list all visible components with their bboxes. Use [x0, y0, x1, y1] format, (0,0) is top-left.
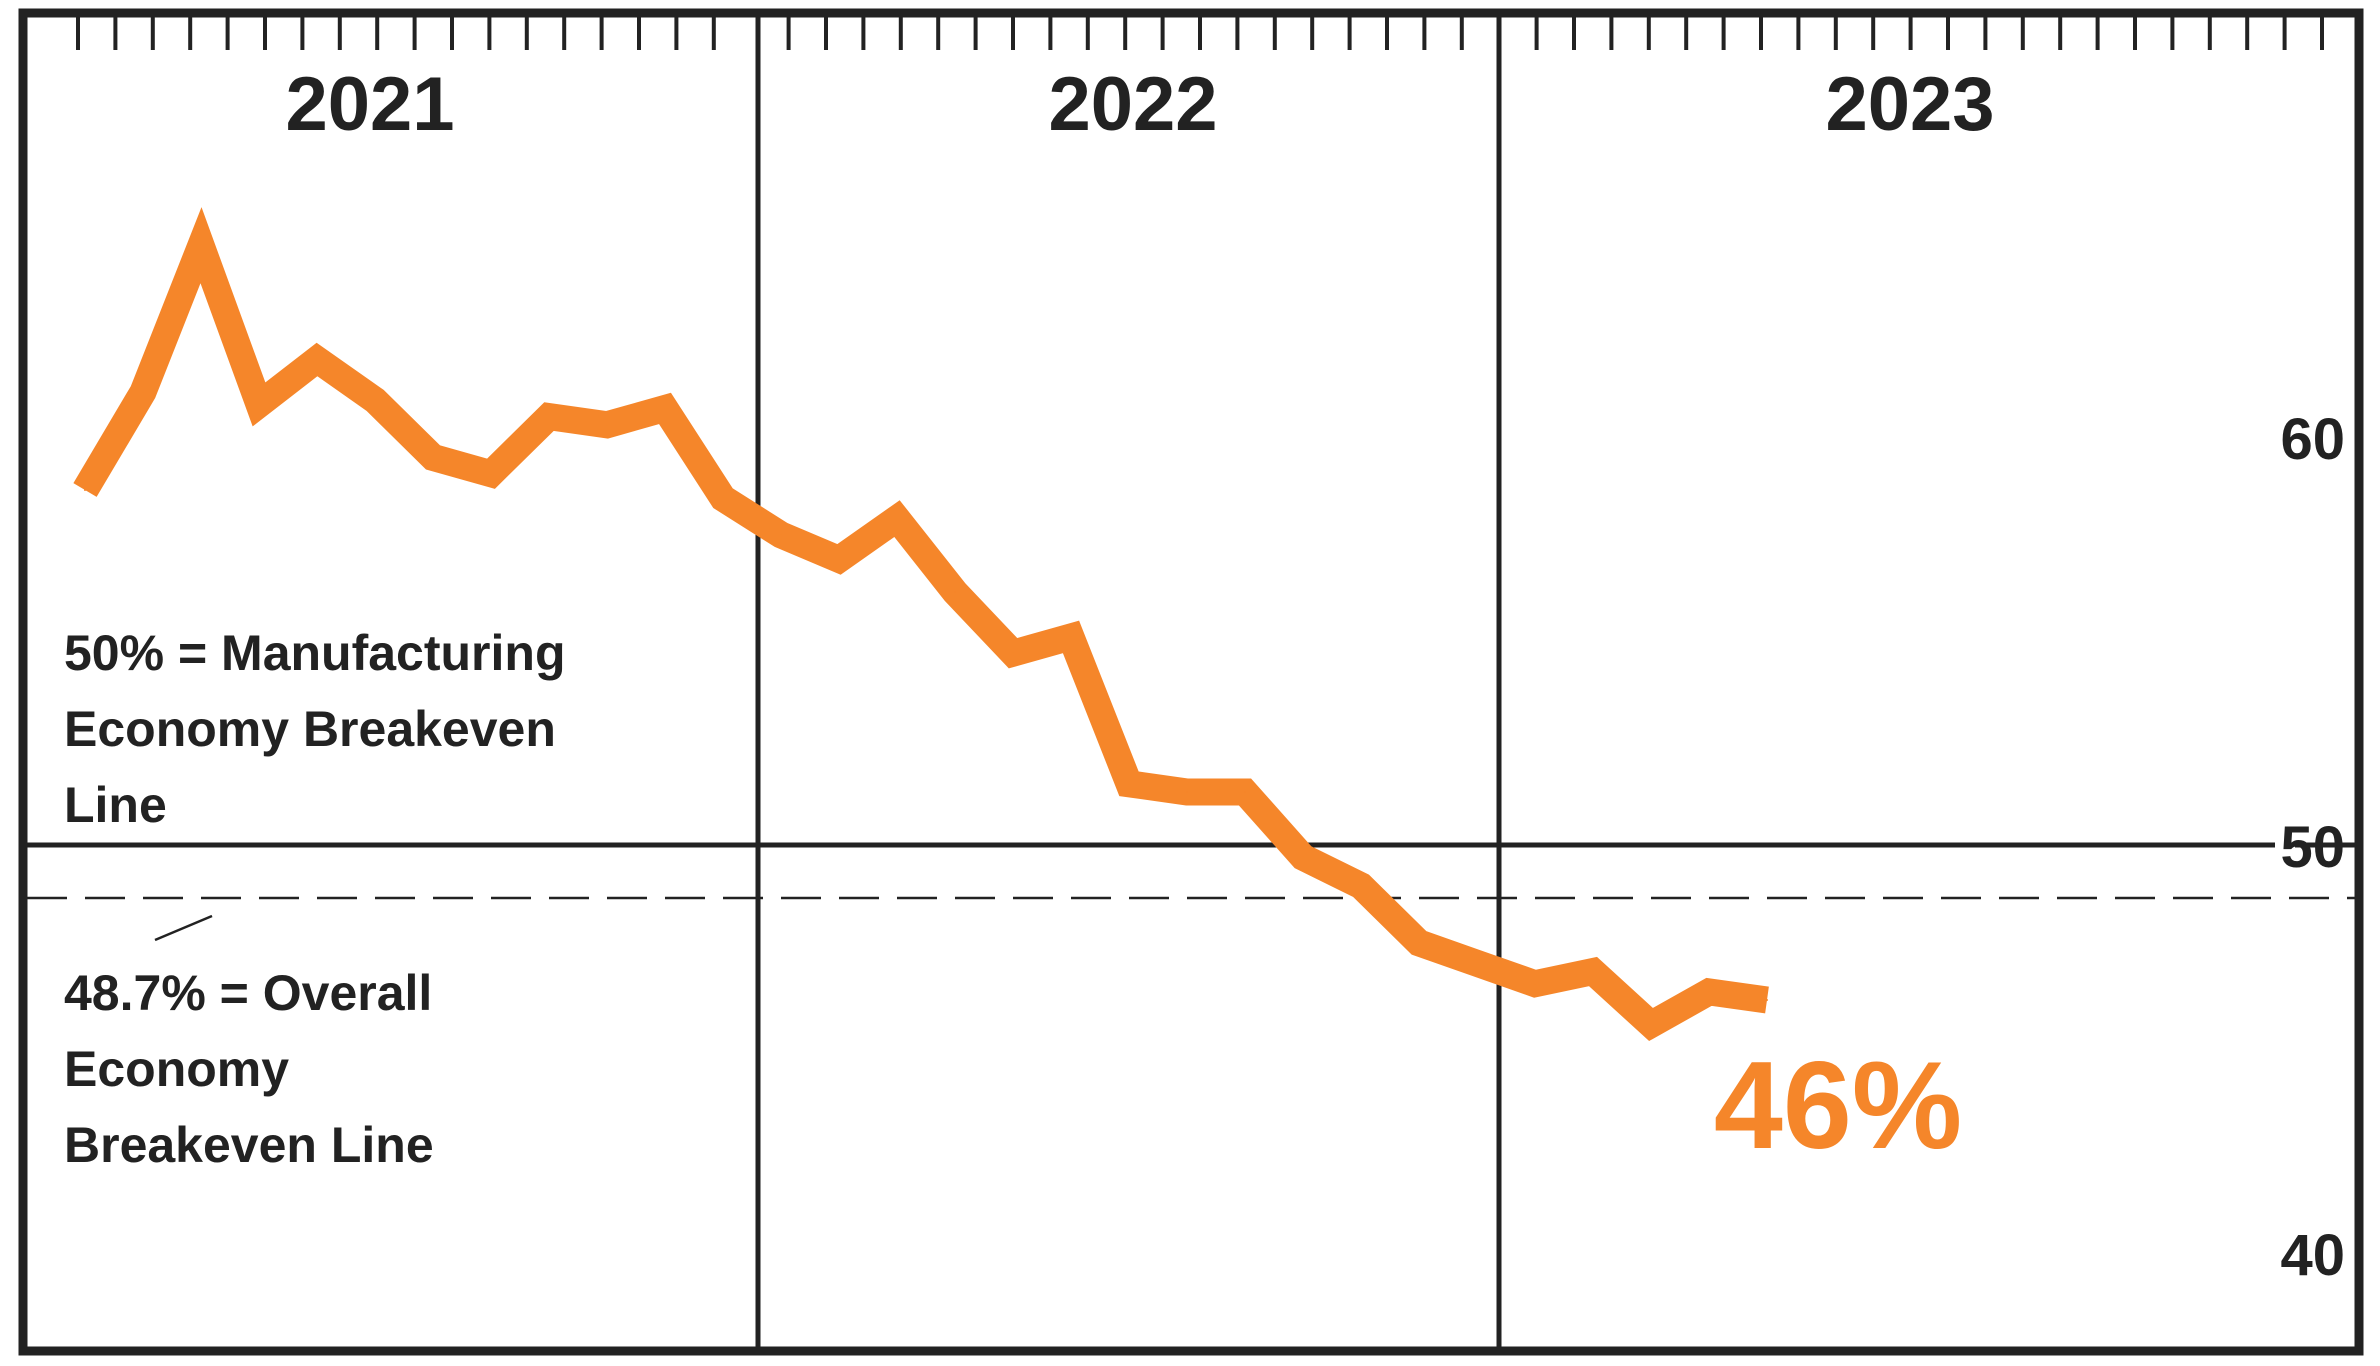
- data-point: [606, 423, 608, 426]
- data-point: [780, 533, 782, 536]
- data-point: [1128, 782, 1130, 785]
- data-point: [838, 558, 840, 561]
- data-point: [1592, 970, 1594, 973]
- data-point: [142, 391, 144, 394]
- data-point: [1534, 982, 1536, 985]
- data-point: [1766, 999, 1768, 1001]
- manufacturing-note-line-1: 50% = Manufacturing: [64, 625, 566, 681]
- year-label-2023: 2023: [1825, 62, 1994, 147]
- data-point: [1302, 856, 1304, 859]
- data-point: [1418, 941, 1420, 944]
- overall-breakeven-note: 48.7% = Overall Economy Breakeven Line: [64, 965, 446, 1173]
- plot-frame: [18, 8, 2364, 1356]
- y-axis-ticks: 60 50 40: [2280, 407, 2345, 1288]
- y-tick-label: 50: [2280, 815, 2345, 880]
- data-point: [258, 403, 260, 406]
- data-point: [954, 591, 956, 593]
- manufacturing-breakeven-note: 50% = Manufacturing Economy Breakeven Li…: [64, 625, 579, 833]
- overall-note-line-2: Economy: [64, 1041, 289, 1097]
- data-point: [1244, 791, 1246, 793]
- series-line: [73, 207, 1769, 1042]
- breakeven-lines: [27, 842, 2355, 900]
- data-point: [1650, 1023, 1652, 1026]
- data-point: [432, 456, 434, 459]
- overall-note-line-3: Breakeven Line: [64, 1117, 434, 1173]
- data-point: [1476, 962, 1478, 965]
- overall-note-leader: [154, 914, 213, 942]
- data-points: [84, 244, 1768, 1026]
- data-point: [664, 407, 666, 410]
- data-point: [84, 489, 86, 491]
- year-dividers: [755, 17, 1502, 1347]
- data-point: [1012, 652, 1014, 655]
- data-point: [548, 415, 550, 418]
- data-point: [316, 358, 318, 361]
- data-point: [200, 244, 202, 247]
- data-point: [722, 497, 724, 500]
- y-tick-label: 40: [2280, 1223, 2345, 1288]
- manufacturing-note-line-2: Economy Breakeven: [64, 701, 556, 757]
- year-label-2021: 2021: [285, 62, 454, 147]
- overall-note-line-1: 48.7% = Overall: [64, 965, 432, 1021]
- data-point: [374, 399, 376, 402]
- month-ticks: [76, 17, 2324, 50]
- data-point: [1360, 884, 1362, 887]
- last-value-label: 46%: [1714, 1037, 1962, 1175]
- manufacturing-note-line-3: Line: [64, 777, 167, 833]
- data-point: [1070, 635, 1072, 638]
- y-tick-label: 60: [2280, 407, 2345, 472]
- data-point: [1186, 791, 1188, 793]
- data-point: [1708, 990, 1710, 993]
- year-label-2022: 2022: [1048, 62, 1217, 147]
- data-point: [490, 472, 492, 475]
- data-point: [896, 517, 898, 520]
